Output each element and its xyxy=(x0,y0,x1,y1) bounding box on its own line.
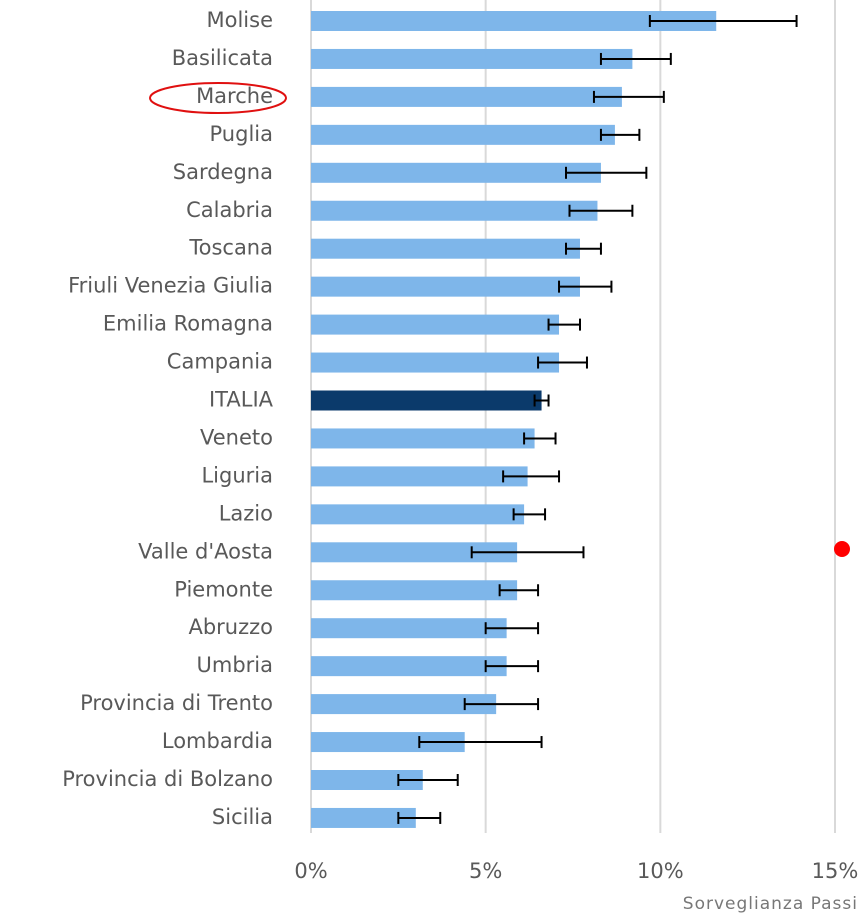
y-tick-label: ITALIA xyxy=(209,388,274,412)
bar xyxy=(311,352,560,373)
x-tick-label: 0% xyxy=(294,859,327,883)
y-tick-label: Emilia Romagna xyxy=(103,312,273,336)
bar xyxy=(311,656,507,677)
bar xyxy=(311,11,717,31)
y-tick-label: Calabria xyxy=(186,198,273,222)
bar xyxy=(311,276,580,297)
y-tick-label: Marche xyxy=(196,84,273,108)
source: Sorveglianza Passi xyxy=(683,894,858,914)
bar xyxy=(311,466,528,487)
y-tick-label: Sicilia xyxy=(212,805,273,829)
bar xyxy=(311,390,542,411)
bar xyxy=(311,162,601,183)
y-tick-label: Basilicata xyxy=(172,46,273,70)
bar xyxy=(311,542,518,563)
y-tick-label: Molise xyxy=(207,8,274,32)
bar xyxy=(311,314,560,335)
y-tick-label: Lombardia xyxy=(162,729,273,753)
y-tick-label: Toscana xyxy=(188,236,273,260)
bar xyxy=(311,694,497,715)
y-tick-label: Veneto xyxy=(200,425,273,449)
bar xyxy=(311,618,507,639)
x-tick-label: 10% xyxy=(637,859,684,883)
y-tick-label: Provincia di Bolzano xyxy=(62,767,273,791)
bar xyxy=(311,732,465,753)
bar xyxy=(311,807,416,828)
bar xyxy=(311,770,423,790)
bar xyxy=(311,580,518,601)
x-tick-label: 5% xyxy=(469,859,502,883)
x-tick-label: 15% xyxy=(812,859,859,883)
plot: 0% 5% 10% 15% Molise Basilicata Marche Puglia Sa… xyxy=(62,0,858,883)
y-tick-label: Campania xyxy=(167,350,273,374)
bar xyxy=(311,504,525,525)
highlight-ellipse xyxy=(149,82,287,114)
y-tick-label: Umbria xyxy=(197,653,274,677)
y-tick-label: Piemonte xyxy=(174,577,273,601)
y-tick-label: Sardegna xyxy=(173,160,273,184)
y-tick-label: Liguria xyxy=(201,463,273,487)
y-tick-label: Puglia xyxy=(210,122,273,146)
y-tick-label: Provincia di Trento xyxy=(80,691,273,715)
bar xyxy=(311,48,633,69)
y-tick-label: Valle d'Aosta xyxy=(138,539,273,563)
y-tick-label: Friuli Venezia Giulia xyxy=(68,274,273,298)
bar xyxy=(311,238,580,259)
red-dot xyxy=(834,541,850,557)
bar xyxy=(311,200,598,221)
bar xyxy=(311,428,535,449)
y-tick-label: Lazio xyxy=(219,501,273,525)
y-tick-label: Abruzzo xyxy=(188,615,273,639)
bar xyxy=(311,124,615,145)
bar xyxy=(311,86,622,107)
